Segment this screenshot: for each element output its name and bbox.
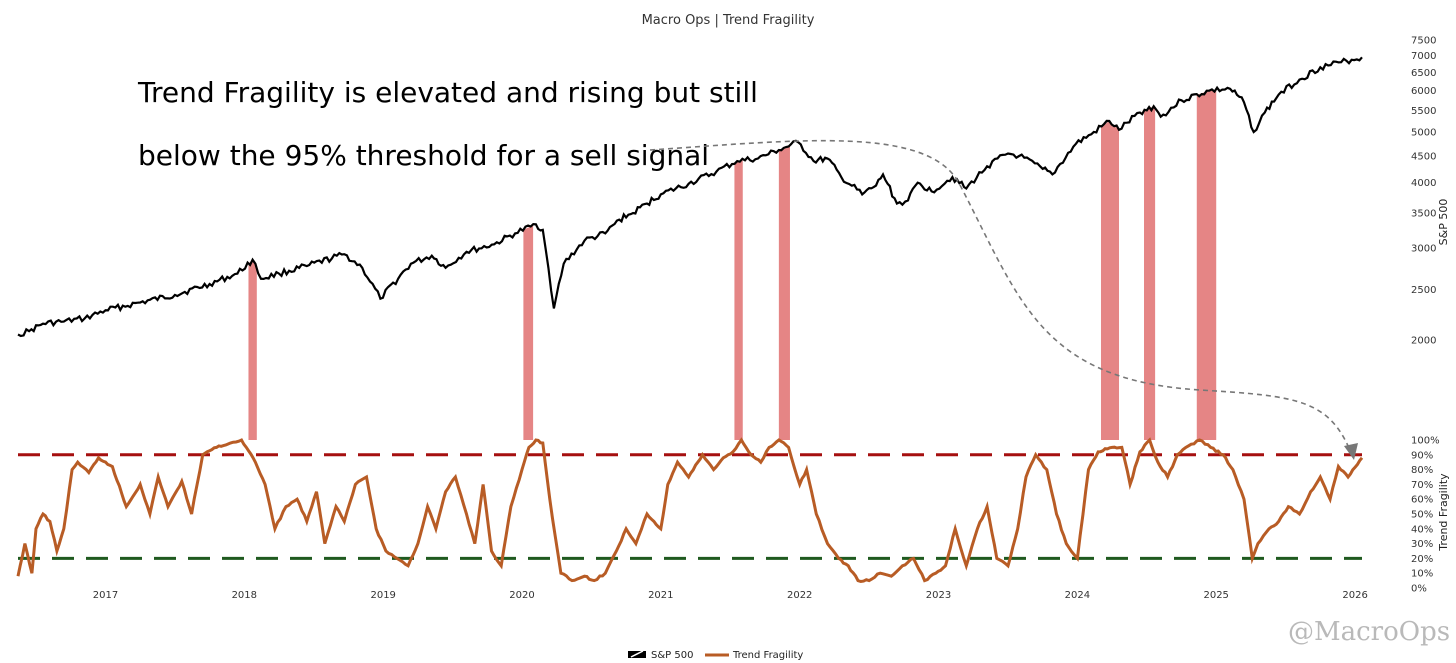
sp500-tick-label: 4000 [1411, 178, 1436, 189]
annotation-line-1: Trend Fragility is elevated and rising b… [137, 76, 758, 109]
x-tick-label: 2023 [926, 590, 951, 601]
sp500-tick-label: 7500 [1411, 36, 1436, 47]
fragility-tick-label: 50% [1411, 510, 1433, 521]
watermark: @MacroOps [1288, 617, 1450, 647]
fragility-axis-ticks: 0% 10% 20% 30% 40% 50% 60% 70% 80% 90% 100% [1411, 436, 1440, 595]
highlight-band-2 [523, 57, 534, 440]
legend-label-sp500: S&P 500 [651, 650, 693, 661]
sp500-tick-label: 7000 [1411, 51, 1436, 62]
sp500-tick-label: 3000 [1411, 244, 1436, 255]
x-tick-label: 2022 [787, 590, 812, 601]
highlight-band-5 [1100, 57, 1120, 440]
sp500-tick-label: 4500 [1411, 152, 1436, 163]
highlight-band-7 [1196, 57, 1217, 440]
x-tick-label: 2019 [370, 590, 395, 601]
sp500-tick-label: 6000 [1411, 86, 1436, 97]
fragility-tick-label: 0% [1411, 584, 1427, 595]
legend-item-sp500[interactable]: S&P 500 [628, 650, 693, 661]
sp500-tick-label: 2000 [1411, 336, 1436, 347]
x-tick-label: 2026 [1342, 590, 1367, 601]
annotation-arrow [649, 139, 1353, 456]
sp500-series-line [17, 56, 1363, 338]
legend-label-trend-fragility: Trend Fragility [732, 650, 803, 661]
fragility-tick-label: 40% [1411, 524, 1433, 535]
sp500-tick-label: 5000 [1411, 128, 1436, 139]
highlight-band-6 [1144, 57, 1156, 440]
fragility-tick-label: 30% [1411, 539, 1433, 550]
x-tick-label: 2024 [1065, 590, 1090, 601]
fragility-tick-label: 100% [1411, 436, 1440, 447]
sp500-axis-ticks: 2000 2500 3000 3500 4000 4500 5000 5500 6000 6500… [1411, 36, 1436, 347]
sp500-tick-label: 5500 [1411, 106, 1436, 117]
sp500-tick-label: 3500 [1411, 209, 1436, 220]
chart-title: Macro Ops | Trend Fragility [642, 13, 815, 28]
legend: S&P 500 Trend Fragility [628, 650, 803, 661]
sp500-tick-label: 2500 [1411, 285, 1436, 296]
fragility-tick-label: 70% [1411, 480, 1433, 491]
fragility-tick-label: 80% [1411, 465, 1433, 476]
legend-swatch-sp500-mark [630, 650, 644, 658]
x-tick-label: 2018 [232, 590, 257, 601]
sp500-axis-title: S&P 500 [1437, 199, 1450, 246]
x-tick-label: 2017 [93, 590, 118, 601]
annotation-line-2: below the 95% threshold for a sell signa… [138, 139, 709, 172]
fragility-tick-label: 60% [1411, 495, 1433, 506]
sp500-tick-label: 6500 [1411, 68, 1436, 79]
fragility-tick-label: 90% [1411, 450, 1433, 461]
x-tick-label: 2021 [648, 590, 673, 601]
annotation-arrowhead [1344, 443, 1358, 460]
fragility-tick-label: 10% [1411, 569, 1433, 580]
highlight-band-4 [778, 57, 790, 440]
x-tick-label: 2025 [1203, 590, 1228, 601]
highlight-band-3 [734, 57, 743, 440]
fragility-axis-title: Trend Fragility [1437, 473, 1450, 552]
fragility-tick-label: 20% [1411, 554, 1433, 565]
x-tick-label: 2020 [509, 590, 534, 601]
x-axis-ticks: 2017 2018 2019 2020 2021 2022 2023 2024 2025 2026 [93, 590, 1368, 601]
legend-item-trend-fragility[interactable]: Trend Fragility [705, 650, 803, 661]
threshold-lines [18, 453, 1362, 560]
trend-fragility-series-line [16, 437, 1364, 584]
